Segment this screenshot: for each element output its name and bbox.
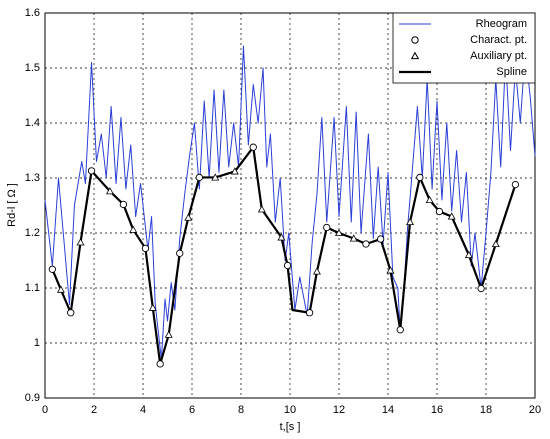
charact-point (156, 360, 164, 368)
charact-point (48, 265, 56, 273)
charact-point (67, 309, 75, 317)
charact-point (249, 143, 257, 151)
auxiliary-point (464, 250, 473, 259)
charact-point (283, 261, 292, 270)
y-tick-label: 1.3 (25, 172, 40, 184)
x-tick-label: 8 (238, 404, 244, 416)
auxiliary-point (211, 173, 220, 181)
y-axis-label: Rd-l [ Ω ] (6, 183, 18, 227)
charact-point (376, 235, 385, 243)
series-line (51, 146, 517, 365)
charact-point (477, 284, 485, 293)
charact-point (323, 223, 331, 232)
auxiliary-point (312, 267, 321, 275)
charact-point (87, 167, 96, 175)
auxiliary-point (105, 187, 114, 195)
x-tick-label: 2 (91, 404, 97, 416)
y-tick-label: 0.9 (25, 392, 40, 404)
auxiliary-point (76, 238, 85, 246)
legend-label: Auxiliary pt. (470, 50, 527, 62)
charact-point (141, 244, 150, 253)
x-tick-label: 4 (140, 404, 146, 416)
auxiliary-point (425, 195, 434, 204)
auxiliary-point (257, 205, 266, 213)
auxiliary-point (406, 217, 415, 226)
charact-point (195, 173, 204, 182)
legend-label: Rheogram (476, 18, 527, 30)
charact-point (416, 173, 424, 182)
auxiliary-point (447, 212, 456, 220)
y-tick-label: 1.6 (25, 7, 40, 19)
auxiliary-point (386, 266, 395, 274)
plot-frame (44, 12, 536, 399)
x-tick-label: 16 (431, 404, 443, 416)
charact-point (511, 180, 520, 189)
charact-point (176, 249, 184, 258)
y-tick-label: 1 (34, 337, 40, 349)
auxiliary-point (230, 167, 239, 175)
x-tick-label: 0 (42, 404, 48, 416)
charact-point (435, 207, 444, 216)
y-tick-label: 1.1 (25, 282, 40, 294)
auxiliary-point (335, 228, 343, 237)
auxiliary-point (349, 234, 358, 242)
charact-point (396, 326, 404, 334)
auxiliary-point (148, 303, 157, 311)
auxiliary-point (129, 225, 138, 233)
x-tick-label: 6 (189, 404, 195, 416)
charact-point (119, 200, 128, 209)
legend-swatch (410, 51, 420, 60)
x-tick-label: 12 (333, 404, 345, 416)
y-tick-label: 1.2 (25, 227, 40, 239)
auxiliary-point (277, 233, 286, 241)
x-tick-label: 20 (529, 404, 541, 416)
x-tick-label: 18 (480, 404, 492, 416)
auxiliary-point (184, 213, 193, 221)
x-tick-label: 14 (382, 404, 394, 416)
auxiliary-point (56, 285, 65, 293)
legend-label: Charact. pt. (470, 34, 527, 46)
charact-point (362, 240, 370, 248)
charact-point (305, 309, 314, 317)
legend-label: Spline (496, 66, 527, 78)
auxiliary-point (164, 330, 173, 338)
y-tick-label: 1.5 (25, 62, 40, 74)
y-tick-label: 1.4 (25, 117, 40, 129)
x-tick-label: 10 (284, 404, 296, 416)
x-axis-label: t,[s ] (280, 421, 301, 433)
auxiliary-point (491, 239, 500, 248)
series-line (44, 45, 536, 360)
legend-swatch (411, 36, 419, 44)
